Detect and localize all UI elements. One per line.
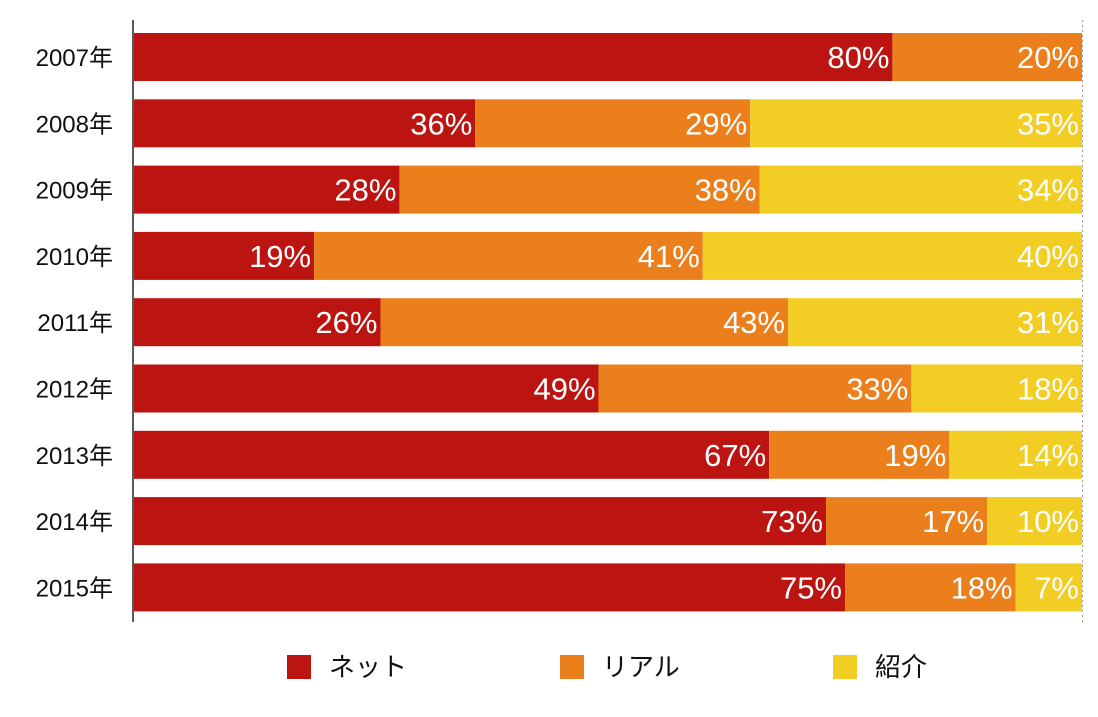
legend-swatch	[833, 655, 857, 679]
category-labels-layer: 2007年 2008年 2009年 2010年 2011年 2012年 2013年 2014年…	[36, 45, 113, 602]
bar-segment	[788, 298, 1082, 347]
legend-label: ネット	[329, 652, 407, 682]
bar-segment	[134, 430, 770, 479]
bar-segment	[826, 497, 988, 546]
data-label: 7%	[1034, 570, 1079, 605]
bar-segment	[911, 364, 1082, 413]
data-label: 10%	[1017, 504, 1079, 539]
value-labels-layer: 80% 20% 36% 29% 35% 28% 38% 34% 19% 41% 40% 26% 43% 3…	[249, 40, 1079, 605]
bar-segment	[134, 33, 893, 81]
data-label: 31%	[1017, 305, 1079, 340]
bar-segment	[134, 165, 400, 214]
category-label: 2013年	[36, 443, 113, 470]
data-label: 20%	[1017, 40, 1079, 75]
legend-label: リアル	[602, 652, 680, 682]
category-label: 2009年	[36, 178, 113, 205]
bar-segment	[702, 231, 1082, 280]
legend-label: 紹介	[875, 652, 927, 682]
data-label: 49%	[533, 372, 595, 407]
data-label: 34%	[1017, 173, 1079, 208]
data-label: 17%	[922, 504, 984, 539]
bar-segment	[1015, 563, 1082, 612]
legend: ネット リアル 紹介	[287, 652, 927, 682]
data-label: 35%	[1017, 106, 1079, 141]
data-label: 75%	[780, 570, 842, 605]
data-label: 36%	[410, 106, 472, 141]
legend-swatch	[560, 655, 584, 679]
bar-segment	[845, 563, 1016, 612]
bar-segment	[134, 231, 315, 280]
data-label: 41%	[638, 239, 700, 274]
data-label: 40%	[1017, 239, 1079, 274]
category-label: 2008年	[36, 111, 113, 138]
data-label: 80%	[827, 40, 889, 75]
category-label: 2012年	[36, 377, 113, 404]
data-label: 18%	[1017, 372, 1079, 407]
bar-segment	[134, 364, 599, 413]
bar-segment	[399, 165, 760, 214]
bar-segment	[892, 33, 1082, 81]
data-label: 26%	[315, 305, 377, 340]
data-label: 19%	[249, 239, 311, 274]
bar-segment	[134, 563, 845, 612]
bar-segment	[987, 497, 1082, 546]
bar-segment	[750, 99, 1082, 148]
data-label: 33%	[846, 372, 908, 407]
category-label: 2011年	[37, 310, 113, 337]
bar-segment	[759, 165, 1082, 214]
bar-segment	[134, 99, 476, 148]
category-label: 2007年	[36, 45, 113, 72]
data-label: 14%	[1017, 438, 1079, 473]
data-label: 43%	[723, 305, 785, 340]
bar-segment	[134, 497, 827, 546]
bar-segment	[475, 99, 751, 148]
data-label: 38%	[695, 173, 757, 208]
data-label: 67%	[704, 438, 766, 473]
legend-swatch	[287, 655, 311, 679]
data-label: 73%	[761, 504, 823, 539]
bar-segment	[769, 430, 950, 479]
bar-segment	[949, 430, 1082, 479]
bar-segment	[134, 298, 381, 347]
category-label: 2010年	[36, 244, 113, 271]
data-label: 19%	[884, 438, 946, 473]
data-label: 18%	[951, 570, 1013, 605]
bars-layer	[134, 33, 1082, 612]
data-label: 29%	[685, 106, 747, 141]
bar-segment	[314, 231, 703, 280]
bar-segment	[598, 364, 912, 413]
category-label: 2014年	[36, 509, 113, 536]
bar-segment	[380, 298, 789, 347]
data-label: 28%	[334, 173, 396, 208]
category-label: 2015年	[36, 575, 113, 602]
